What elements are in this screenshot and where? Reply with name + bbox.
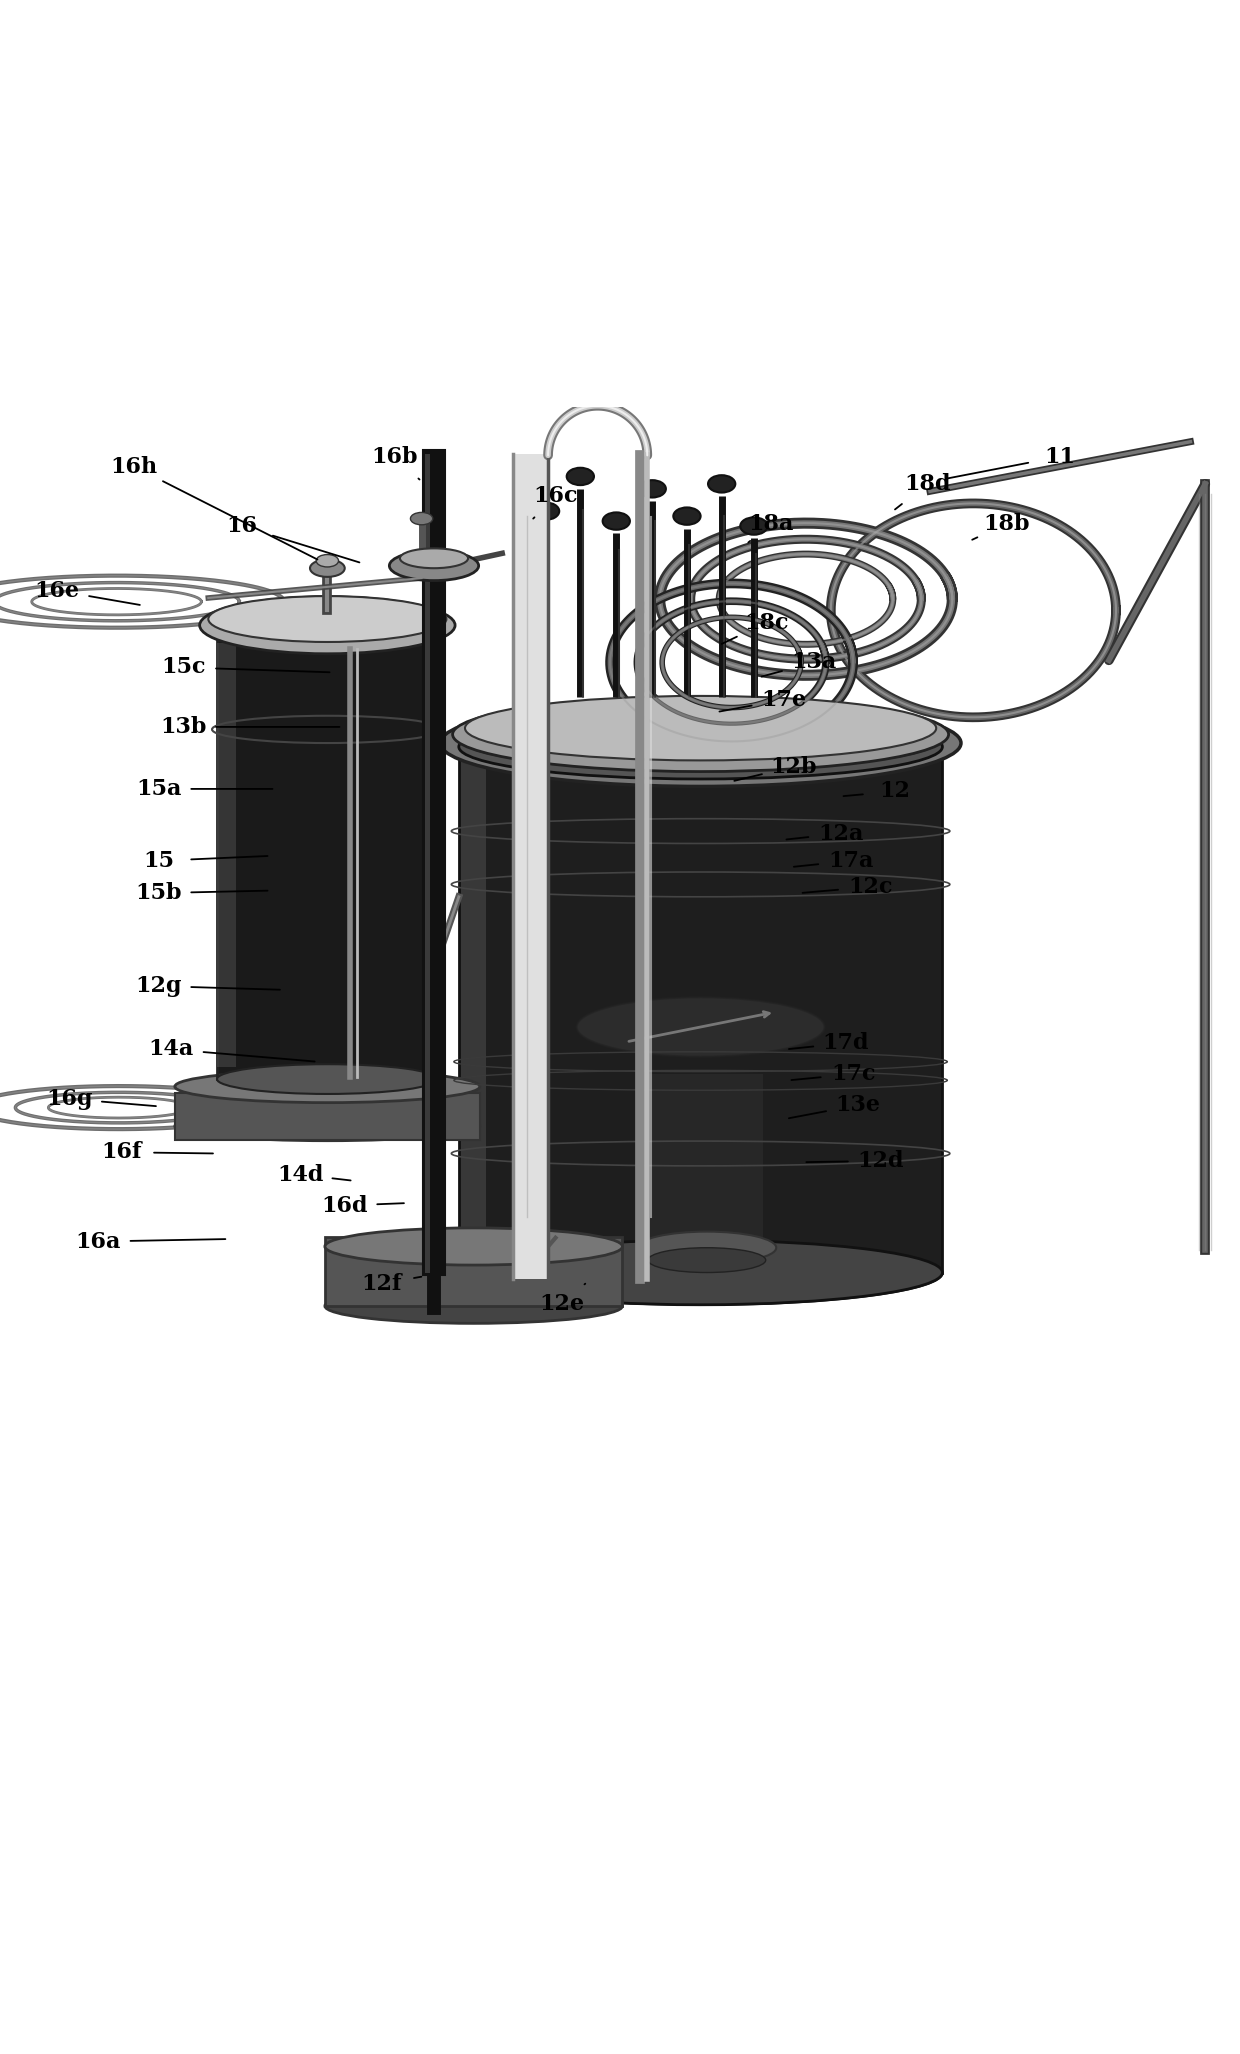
- Ellipse shape: [399, 548, 469, 569]
- Text: 13b: 13b: [160, 717, 207, 737]
- Text: 16g: 16g: [46, 1089, 93, 1109]
- Text: 12c: 12c: [848, 875, 893, 898]
- Bar: [175, 1093, 480, 1140]
- Ellipse shape: [603, 511, 630, 530]
- Ellipse shape: [465, 696, 936, 760]
- Text: 15c: 15c: [161, 657, 206, 678]
- Text: 18c: 18c: [744, 612, 789, 635]
- Polygon shape: [217, 643, 236, 1066]
- Text: 17c: 17c: [831, 1064, 875, 1085]
- Text: 12: 12: [880, 781, 910, 803]
- Text: 16c: 16c: [533, 485, 578, 507]
- Ellipse shape: [639, 481, 666, 497]
- Ellipse shape: [410, 511, 433, 526]
- Ellipse shape: [208, 596, 446, 643]
- Ellipse shape: [647, 1247, 765, 1273]
- Text: 18a: 18a: [749, 514, 794, 534]
- Text: 16b: 16b: [371, 446, 418, 468]
- Text: 12e: 12e: [539, 1292, 584, 1315]
- Ellipse shape: [217, 1064, 438, 1095]
- Ellipse shape: [453, 696, 949, 772]
- Ellipse shape: [459, 1241, 942, 1304]
- Text: 12d: 12d: [857, 1150, 904, 1173]
- Ellipse shape: [577, 998, 825, 1056]
- Ellipse shape: [708, 474, 735, 493]
- Ellipse shape: [637, 1232, 776, 1263]
- Text: 13a: 13a: [791, 651, 836, 674]
- Ellipse shape: [567, 468, 594, 485]
- Text: 14d: 14d: [277, 1163, 324, 1185]
- Text: 12b: 12b: [770, 756, 817, 778]
- Ellipse shape: [316, 555, 339, 567]
- Text: 15: 15: [144, 850, 174, 871]
- Text: 17d: 17d: [822, 1031, 869, 1054]
- Ellipse shape: [325, 1228, 622, 1265]
- Text: 13e: 13e: [836, 1095, 880, 1115]
- Ellipse shape: [465, 715, 936, 768]
- Ellipse shape: [310, 559, 345, 577]
- Bar: [513, 454, 548, 1280]
- Text: 16h: 16h: [110, 456, 157, 477]
- Ellipse shape: [459, 715, 942, 778]
- Polygon shape: [459, 748, 942, 1273]
- Ellipse shape: [440, 700, 961, 787]
- Text: 12g: 12g: [135, 976, 182, 996]
- Text: 16d: 16d: [321, 1195, 368, 1216]
- Ellipse shape: [200, 598, 455, 653]
- Ellipse shape: [325, 1288, 622, 1323]
- Text: 12f: 12f: [362, 1273, 402, 1294]
- Text: 12a: 12a: [818, 822, 863, 844]
- Bar: [425, 454, 430, 1273]
- Ellipse shape: [673, 507, 701, 526]
- Text: 16a: 16a: [76, 1230, 120, 1253]
- Polygon shape: [217, 631, 438, 1078]
- Ellipse shape: [740, 518, 768, 534]
- Text: 17a: 17a: [828, 850, 873, 871]
- Ellipse shape: [532, 503, 559, 520]
- Bar: [325, 1237, 622, 1306]
- Text: 15b: 15b: [135, 881, 182, 904]
- Text: 16f: 16f: [102, 1142, 141, 1163]
- Ellipse shape: [175, 1070, 480, 1103]
- Text: 17e: 17e: [761, 688, 806, 711]
- Bar: [639, 1074, 763, 1259]
- Text: 15a: 15a: [136, 778, 181, 799]
- Polygon shape: [459, 760, 486, 1259]
- Text: 16e: 16e: [35, 579, 79, 602]
- Text: 18d: 18d: [904, 472, 951, 495]
- Text: 11: 11: [1044, 446, 1076, 468]
- Text: 14a: 14a: [149, 1039, 193, 1060]
- Ellipse shape: [175, 1111, 480, 1140]
- Text: 16: 16: [226, 516, 258, 536]
- Bar: [423, 450, 445, 1276]
- Ellipse shape: [389, 550, 479, 581]
- Text: 18b: 18b: [983, 514, 1030, 534]
